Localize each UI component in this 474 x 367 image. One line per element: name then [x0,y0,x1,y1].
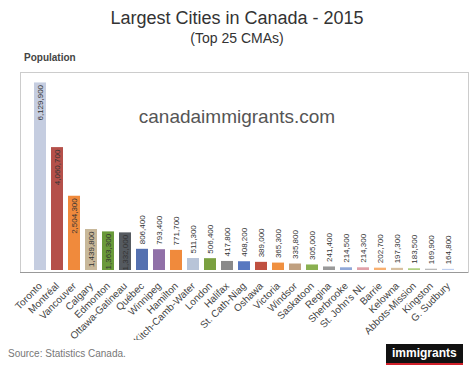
svg-text:335,800: 335,800 [291,230,300,259]
svg-text:Abbots-Mission: Abbots-Mission [362,280,419,337]
svg-text:Hamilton: Hamilton [144,280,181,316]
svg-text:214,500: 214,500 [342,233,351,262]
html-text:Largest Cities in Canada - 201: Largest Cities in Canada - 2015 [110,8,364,28]
svg-text:Toronto: Toronto [12,280,45,312]
svg-text:2,504,300: 2,504,300 [70,198,79,234]
svg-text:506,400: 506,400 [206,224,215,253]
svg-text:Winnipeg: Winnipeg [125,280,164,318]
svg-text:1,363,300: 1,363,300 [104,233,113,269]
svg-text:Sherbrooke: Sherbrooke [305,280,351,325]
svg-text:241,400: 241,400 [325,232,334,261]
html-text:canadaimmigrants.com: canadaimmigrants.com [138,106,336,127]
svg-text:793,400: 793,400 [155,215,164,244]
svg-text:Windsor: Windsor [265,280,300,314]
svg-text:Oshawa: Oshawa [231,280,266,314]
svg-text:London: London [182,280,215,312]
svg-text:389,000: 389,000 [257,228,266,257]
svg-text:Regina: Regina [303,280,334,311]
svg-text:806,400: 806,400 [138,215,147,244]
svg-text:365,300: 365,300 [274,229,283,258]
svg-text:Montréal: Montréal [25,280,62,316]
html-text:immigrants: immigrants [392,346,457,360]
svg-text:1,332,000: 1,332,000 [121,234,130,270]
svg-text:Halifax: Halifax [201,280,232,310]
svg-text:G. Sudbury: G. Sudbury [409,280,453,324]
html-text:(Top 25 CMAs): (Top 25 CMAs) [190,30,284,46]
svg-text:305,000: 305,000 [308,231,317,260]
svg-text:164,800: 164,800 [444,235,453,264]
svg-text:Edmonton: Edmonton [72,280,113,321]
svg-text:Québec: Québec [113,280,147,313]
svg-text:6,129,900: 6,129,900 [36,84,45,120]
svg-text:408,200: 408,200 [240,227,249,256]
svg-text:St. John's NL: St. John's NL [318,280,368,330]
svg-text:1,439,800: 1,439,800 [87,231,96,267]
svg-text:Kelowna: Kelowna [366,280,402,316]
svg-text:Barrie: Barrie [357,280,385,307]
svg-text:St. Cath-Niag: St. Cath-Niag [198,280,249,331]
svg-text:771,700: 771,700 [172,216,181,245]
svg-text:183,500: 183,500 [410,234,419,263]
html-text:Population: Population [24,52,76,63]
svg-text:511,300: 511,300 [189,225,198,254]
svg-text:169,900: 169,900 [427,235,436,264]
svg-text:Vancouver: Vancouver [37,280,79,322]
svg-text:Victoria: Victoria [250,280,283,312]
svg-text:Kingston: Kingston [399,280,436,316]
svg-text:197,300: 197,300 [393,234,402,263]
svg-text:4,060,700: 4,060,700 [53,149,62,185]
html-text:Source: Statistics Canada.: Source: Statistics Canada. [8,348,126,359]
svg-text:202,700: 202,700 [376,234,385,263]
svg-text:417,800: 417,800 [223,227,232,256]
svg-text:Calgary: Calgary [63,280,96,313]
svg-text:214,300: 214,300 [359,233,368,262]
svg-text:Saskatoon: Saskatoon [275,280,317,322]
